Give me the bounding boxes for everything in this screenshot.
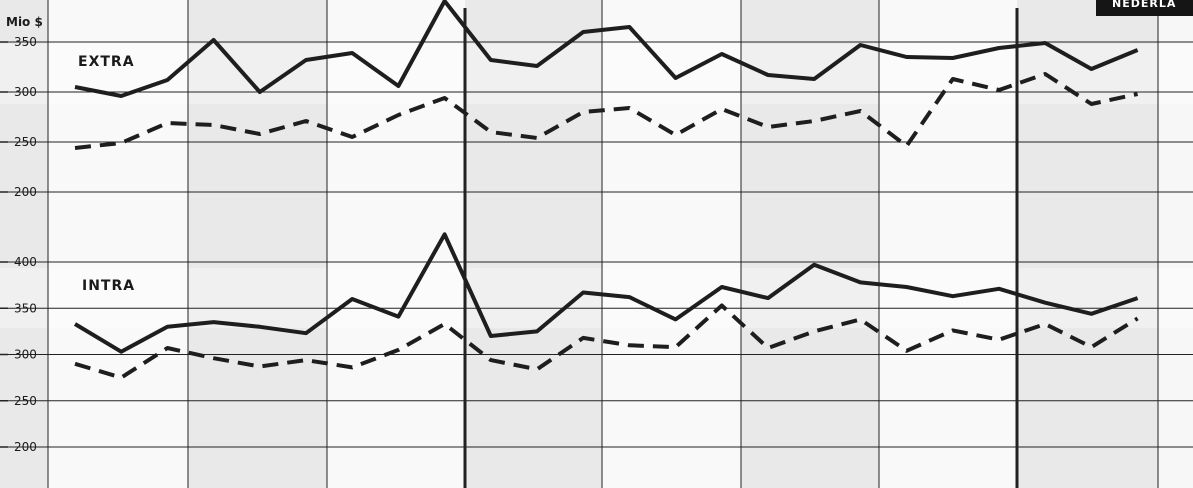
y-tick-label: 300 xyxy=(14,85,37,99)
row-band xyxy=(0,268,1193,328)
row-band xyxy=(0,44,1193,104)
dashed-series-line xyxy=(74,72,1139,150)
y-tick-label: 400 xyxy=(14,255,37,269)
badge-background xyxy=(1096,0,1193,16)
data-series xyxy=(73,0,1139,380)
panel-label-intra: INTRA xyxy=(82,278,135,294)
y-tick-label: 200 xyxy=(14,440,37,454)
column-band xyxy=(1017,0,1158,488)
y-tick-label: 350 xyxy=(14,301,37,315)
y-axis-ticks: 200 250 300 350 200 250 300 350 400 xyxy=(0,35,37,454)
y-tick-label: 350 xyxy=(14,35,37,49)
solid-series-line xyxy=(73,232,1139,354)
y-tick-label: 250 xyxy=(14,135,37,149)
solid-series-line xyxy=(74,0,1139,98)
y-tick-label: 200 xyxy=(14,185,37,199)
y-tick-label: 300 xyxy=(14,348,37,362)
column-band xyxy=(602,0,741,488)
y-tick-label: 250 xyxy=(14,394,37,408)
badge-text: NEDERLA xyxy=(1112,0,1176,10)
unit-label: Mio $ xyxy=(6,15,43,29)
column-band xyxy=(188,0,327,488)
corner-badge: NEDERLA xyxy=(1096,0,1193,16)
dashed-series-line xyxy=(74,303,1139,380)
column-band xyxy=(879,0,1017,488)
column-band xyxy=(0,0,48,488)
panel-label-extra: EXTRA xyxy=(78,54,135,70)
column-band xyxy=(327,0,465,488)
column-band xyxy=(465,0,602,488)
column-band xyxy=(741,0,879,488)
